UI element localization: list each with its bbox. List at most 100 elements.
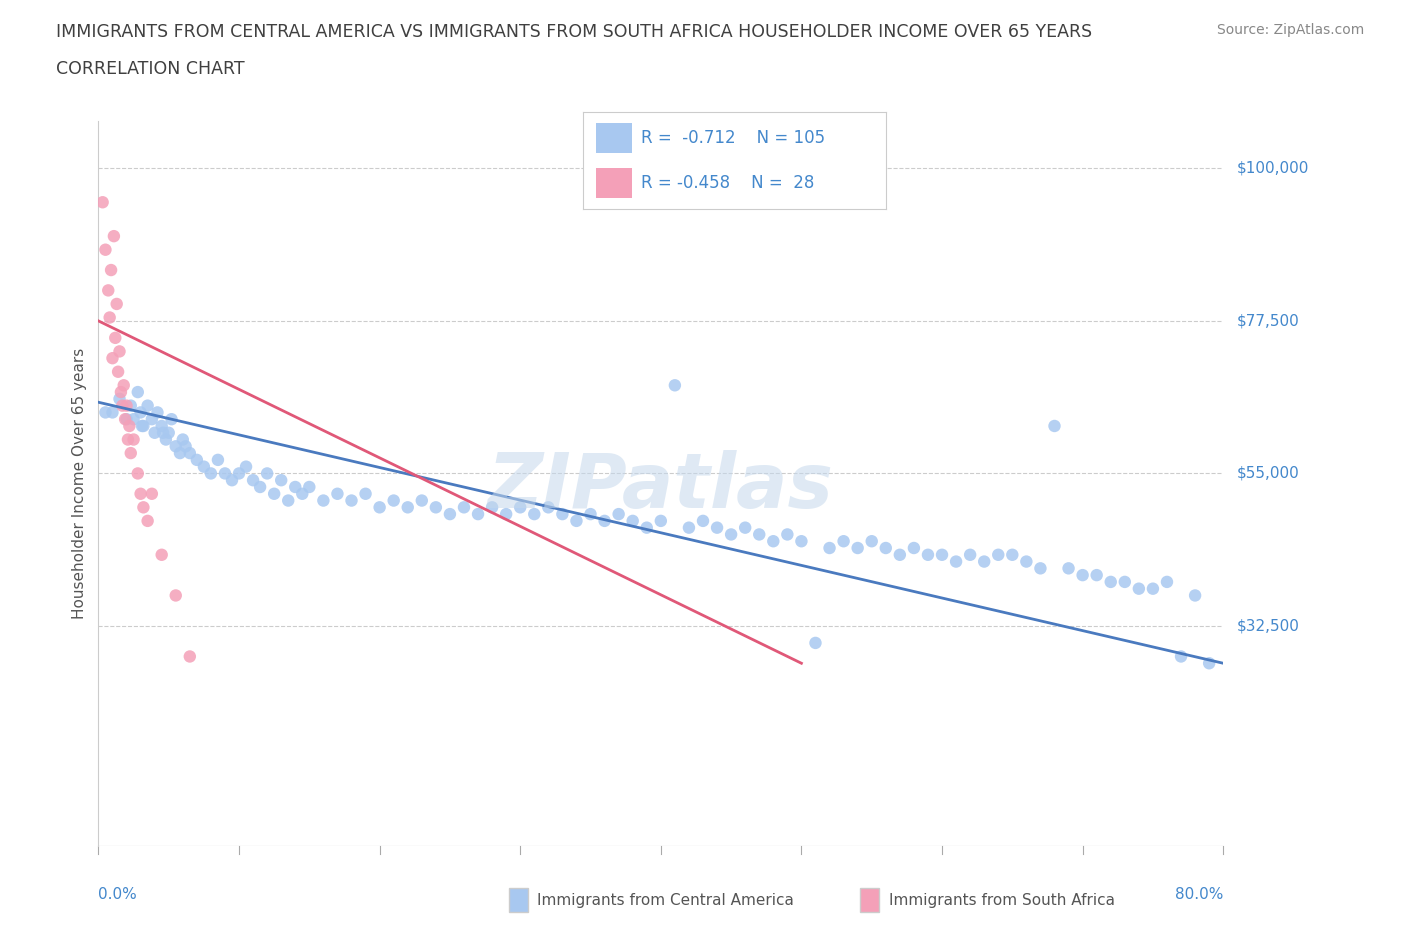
Point bbox=[678, 520, 700, 535]
Point bbox=[94, 405, 117, 419]
Point bbox=[1029, 561, 1052, 576]
Point bbox=[136, 513, 159, 528]
Point bbox=[200, 466, 222, 481]
Point bbox=[523, 507, 546, 522]
Point bbox=[804, 635, 827, 650]
Point bbox=[108, 392, 131, 406]
Point bbox=[235, 459, 257, 474]
Text: 80.0%: 80.0% bbox=[1175, 887, 1223, 902]
Point bbox=[117, 432, 139, 447]
Text: ZIPatlas: ZIPatlas bbox=[488, 450, 834, 524]
Point bbox=[249, 480, 271, 495]
Point bbox=[136, 398, 159, 413]
Point bbox=[382, 493, 405, 508]
Point bbox=[179, 445, 201, 460]
Point bbox=[242, 472, 264, 487]
Y-axis label: Householder Income Over 65 years: Householder Income Over 65 years bbox=[72, 348, 87, 619]
Point bbox=[818, 540, 841, 555]
Text: $100,000: $100,000 bbox=[1237, 161, 1309, 176]
Point bbox=[186, 452, 208, 467]
Point bbox=[1085, 567, 1108, 582]
Point bbox=[132, 418, 155, 433]
Point bbox=[179, 649, 201, 664]
Point bbox=[1198, 656, 1220, 671]
Point bbox=[453, 500, 475, 515]
Point bbox=[917, 548, 939, 563]
Point bbox=[174, 439, 197, 454]
Point bbox=[1043, 418, 1066, 433]
Point bbox=[706, 520, 728, 535]
Point bbox=[312, 493, 335, 508]
Point bbox=[98, 310, 121, 325]
Point bbox=[120, 398, 142, 413]
Point bbox=[467, 507, 489, 522]
Point bbox=[537, 500, 560, 515]
Point bbox=[127, 466, 149, 481]
Point bbox=[228, 466, 250, 481]
FancyBboxPatch shape bbox=[596, 124, 631, 153]
Point bbox=[115, 398, 138, 413]
Point bbox=[169, 445, 191, 460]
Point bbox=[411, 493, 433, 508]
Point bbox=[959, 548, 981, 563]
Point bbox=[368, 500, 391, 515]
Point bbox=[129, 405, 152, 419]
Point bbox=[141, 486, 163, 501]
Point bbox=[326, 486, 349, 501]
Point bbox=[172, 432, 194, 447]
Point bbox=[129, 486, 152, 501]
Point bbox=[284, 480, 307, 495]
Point bbox=[509, 500, 531, 515]
Point bbox=[481, 500, 503, 515]
Point bbox=[291, 486, 314, 501]
Point bbox=[396, 500, 419, 515]
Point bbox=[903, 540, 925, 555]
Point bbox=[143, 425, 166, 440]
Point bbox=[875, 540, 897, 555]
Point bbox=[277, 493, 299, 508]
Point bbox=[579, 507, 602, 522]
Point bbox=[945, 554, 967, 569]
Point bbox=[91, 194, 114, 209]
Point bbox=[340, 493, 363, 508]
Point bbox=[132, 500, 155, 515]
Point bbox=[207, 452, 229, 467]
Text: IMMIGRANTS FROM CENTRAL AMERICA VS IMMIGRANTS FROM SOUTH AFRICA HOUSEHOLDER INCO: IMMIGRANTS FROM CENTRAL AMERICA VS IMMIG… bbox=[56, 23, 1092, 41]
Text: R = -0.458    N =  28: R = -0.458 N = 28 bbox=[641, 174, 814, 192]
Point bbox=[1114, 575, 1136, 590]
Point bbox=[298, 480, 321, 495]
Point bbox=[1099, 575, 1122, 590]
Point bbox=[155, 432, 177, 447]
Point bbox=[1128, 581, 1150, 596]
Point bbox=[889, 548, 911, 563]
Point bbox=[122, 432, 145, 447]
Point bbox=[157, 425, 180, 440]
Point bbox=[664, 378, 686, 392]
Point bbox=[734, 520, 756, 535]
Point bbox=[425, 500, 447, 515]
Point bbox=[1184, 588, 1206, 603]
Point bbox=[692, 513, 714, 528]
Point bbox=[118, 418, 141, 433]
Point bbox=[103, 229, 125, 244]
Point bbox=[160, 412, 183, 427]
Point bbox=[1015, 554, 1038, 569]
Point bbox=[221, 472, 243, 487]
Point bbox=[832, 534, 855, 549]
Point bbox=[115, 412, 138, 427]
Point bbox=[593, 513, 616, 528]
Point bbox=[104, 330, 127, 345]
Point bbox=[256, 466, 278, 481]
Point bbox=[122, 412, 145, 427]
Point bbox=[720, 527, 742, 542]
Point bbox=[439, 507, 461, 522]
Point bbox=[636, 520, 658, 535]
Point bbox=[112, 378, 135, 392]
Point bbox=[1156, 575, 1178, 590]
Point bbox=[120, 445, 142, 460]
Point bbox=[150, 548, 173, 563]
Point bbox=[127, 385, 149, 400]
Point bbox=[650, 513, 672, 528]
Point bbox=[1071, 567, 1094, 582]
Point bbox=[1057, 561, 1080, 576]
